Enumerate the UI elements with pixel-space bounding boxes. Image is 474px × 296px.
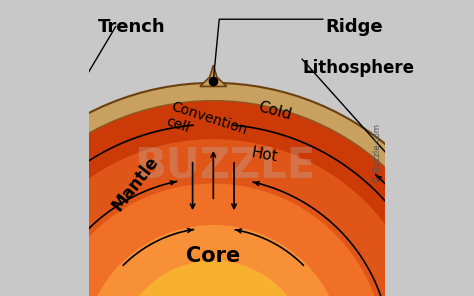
Wedge shape xyxy=(0,101,468,296)
Text: © Buzzle.com: © Buzzle.com xyxy=(373,124,382,184)
Text: Core: Core xyxy=(186,246,240,266)
Wedge shape xyxy=(83,225,344,296)
Text: Mantle: Mantle xyxy=(108,153,162,214)
Text: Trench: Trench xyxy=(98,18,165,36)
Polygon shape xyxy=(200,65,227,86)
Text: Convention
cell: Convention cell xyxy=(164,99,249,152)
Text: Ridge: Ridge xyxy=(326,18,383,36)
Text: Lithosphere: Lithosphere xyxy=(302,59,414,77)
Wedge shape xyxy=(42,184,385,296)
Wedge shape xyxy=(0,83,474,296)
Text: Hot: Hot xyxy=(250,146,279,165)
Wedge shape xyxy=(0,139,429,296)
Text: Cold: Cold xyxy=(256,99,293,123)
Wedge shape xyxy=(118,260,308,296)
Text: BUZZLE: BUZZLE xyxy=(135,145,316,187)
